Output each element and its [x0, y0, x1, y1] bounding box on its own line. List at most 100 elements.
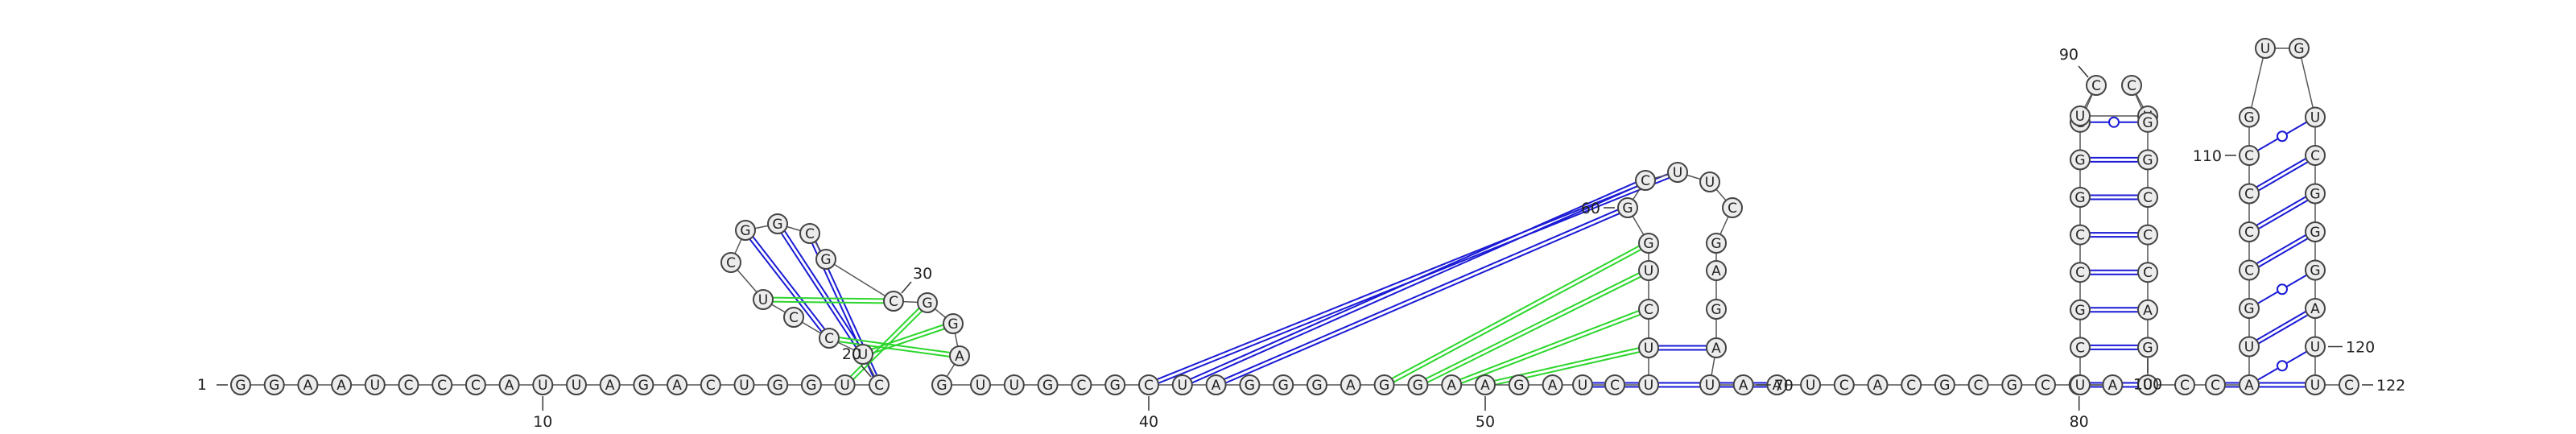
nucleotide-12: A	[599, 374, 621, 395]
nucleotide-113: G	[2289, 38, 2310, 59]
nucleotide-112: U	[2255, 38, 2276, 59]
svg-text:C: C	[1144, 378, 1154, 394]
nucleotide-27: G	[767, 213, 788, 234]
nucleotide-14: A	[667, 374, 688, 395]
nucleotide-37: G	[1037, 374, 1059, 395]
base-pair	[2248, 229, 2315, 270]
nucleotide-23: C	[783, 307, 804, 328]
nucleotide-64: C	[1722, 197, 1743, 218]
nucleotide-96: C	[2137, 187, 2158, 208]
svg-text:U: U	[976, 378, 985, 394]
nucleotide-88: G	[2070, 149, 2091, 171]
svg-text:G: G	[2244, 110, 2254, 126]
svg-text:U: U	[1644, 263, 1653, 279]
svg-text:G: G	[2142, 340, 2153, 356]
svg-text:C: C	[2143, 265, 2153, 281]
svg-text:G: G	[806, 378, 816, 394]
nucleotide-70: A	[1732, 374, 1754, 395]
nucleotide-19: U	[834, 374, 856, 395]
base-pair	[1147, 169, 1678, 384]
svg-text:A: A	[505, 378, 514, 394]
nucleotide-9: A	[498, 374, 520, 395]
position-tick	[861, 365, 872, 378]
nucleotide-120: U	[2305, 336, 2326, 358]
svg-text:A: A	[1447, 378, 1456, 394]
nucleotide-83: C	[2070, 337, 2091, 358]
svg-text:C: C	[2244, 148, 2254, 164]
nucleotide-53: U	[1572, 374, 1593, 395]
nucleotide-67: G	[1706, 299, 1727, 320]
nucleotide-41: U	[1171, 374, 1193, 395]
nucleotide-59: G	[1638, 233, 1659, 254]
nucleotide-29: G	[815, 249, 836, 270]
wobble-pair-marker	[2277, 130, 2288, 143]
nucleotide-11: U	[566, 374, 587, 395]
nucleotide-66: A	[1706, 260, 1727, 281]
svg-text:G: G	[1939, 378, 1950, 394]
svg-text:G: G	[1413, 378, 1423, 394]
nucleotide-115: C	[2305, 145, 2326, 166]
nucleotide-84: G	[2070, 299, 2091, 320]
svg-text:C: C	[2244, 225, 2254, 241]
base-pair	[775, 224, 862, 356]
svg-text:G: G	[1311, 378, 1322, 394]
svg-text:A: A	[605, 378, 615, 394]
base-pair	[1216, 209, 1629, 388]
svg-text:A: A	[303, 378, 313, 394]
svg-text:U: U	[840, 378, 849, 394]
svg-text:A: A	[1739, 378, 1748, 394]
svg-text:G: G	[2142, 152, 2153, 168]
svg-text:U: U	[739, 378, 749, 394]
svg-text:G: G	[947, 316, 958, 333]
nucleotide-121: U	[2305, 374, 2326, 395]
svg-text:A: A	[1212, 378, 1221, 394]
nucleotide-48: G	[1407, 374, 1429, 395]
pseudoknot-pair	[828, 339, 960, 359]
svg-text:G: G	[1110, 378, 1121, 394]
nucleotide-31: G	[917, 292, 938, 313]
nucleotide-116: G	[2305, 183, 2326, 205]
nucleotide-3: A	[297, 374, 319, 395]
base-pair	[2248, 152, 2315, 193]
pseudoknot-pair	[1416, 267, 1649, 384]
position-label: 30	[913, 265, 932, 283]
nucleotide-111: G	[2239, 106, 2260, 128]
wobble-pair-marker	[2108, 116, 2120, 128]
nucleotide-30: C	[883, 291, 904, 312]
base-pair	[2249, 309, 2317, 349]
position-label: 120	[2346, 339, 2375, 357]
nucleotide-62: U	[1667, 162, 1688, 183]
base-pair	[778, 222, 865, 354]
nucleotide-28: C	[799, 223, 820, 244]
base-pair	[1181, 177, 1645, 384]
svg-text:U: U	[1644, 341, 1653, 357]
base-pair	[2249, 233, 2317, 273]
svg-text:C: C	[2091, 78, 2101, 94]
svg-text:A: A	[1773, 378, 1782, 394]
svg-text:C: C	[2244, 187, 2254, 203]
svg-text:C: C	[706, 378, 716, 394]
position-label: 70	[1774, 377, 1794, 395]
position-label: 122	[2376, 377, 2405, 395]
nucleotide-93: C	[2121, 75, 2142, 96]
nucleotide-75: C	[1901, 374, 1922, 395]
svg-text:A: A	[2108, 378, 2118, 394]
nucleotide-98: C	[2137, 262, 2158, 283]
svg-text:A: A	[1873, 378, 1883, 394]
position-tick	[2078, 65, 2089, 78]
base-pair	[1215, 205, 1628, 384]
svg-text:G: G	[235, 378, 246, 394]
svg-text:C: C	[889, 294, 898, 310]
svg-text:U: U	[1673, 165, 1682, 181]
nucleotide-114: U	[2305, 106, 2326, 128]
svg-text:G: G	[2142, 115, 2153, 131]
nucleotide-61: C	[1635, 170, 1656, 191]
svg-text:U: U	[1705, 175, 1715, 191]
svg-text:C: C	[2310, 148, 2320, 164]
nucleotide-87: G	[2070, 187, 2091, 208]
svg-text:U: U	[2310, 340, 2320, 356]
pseudoknot-pair	[1418, 271, 1650, 388]
position-label: 110	[2193, 147, 2222, 165]
